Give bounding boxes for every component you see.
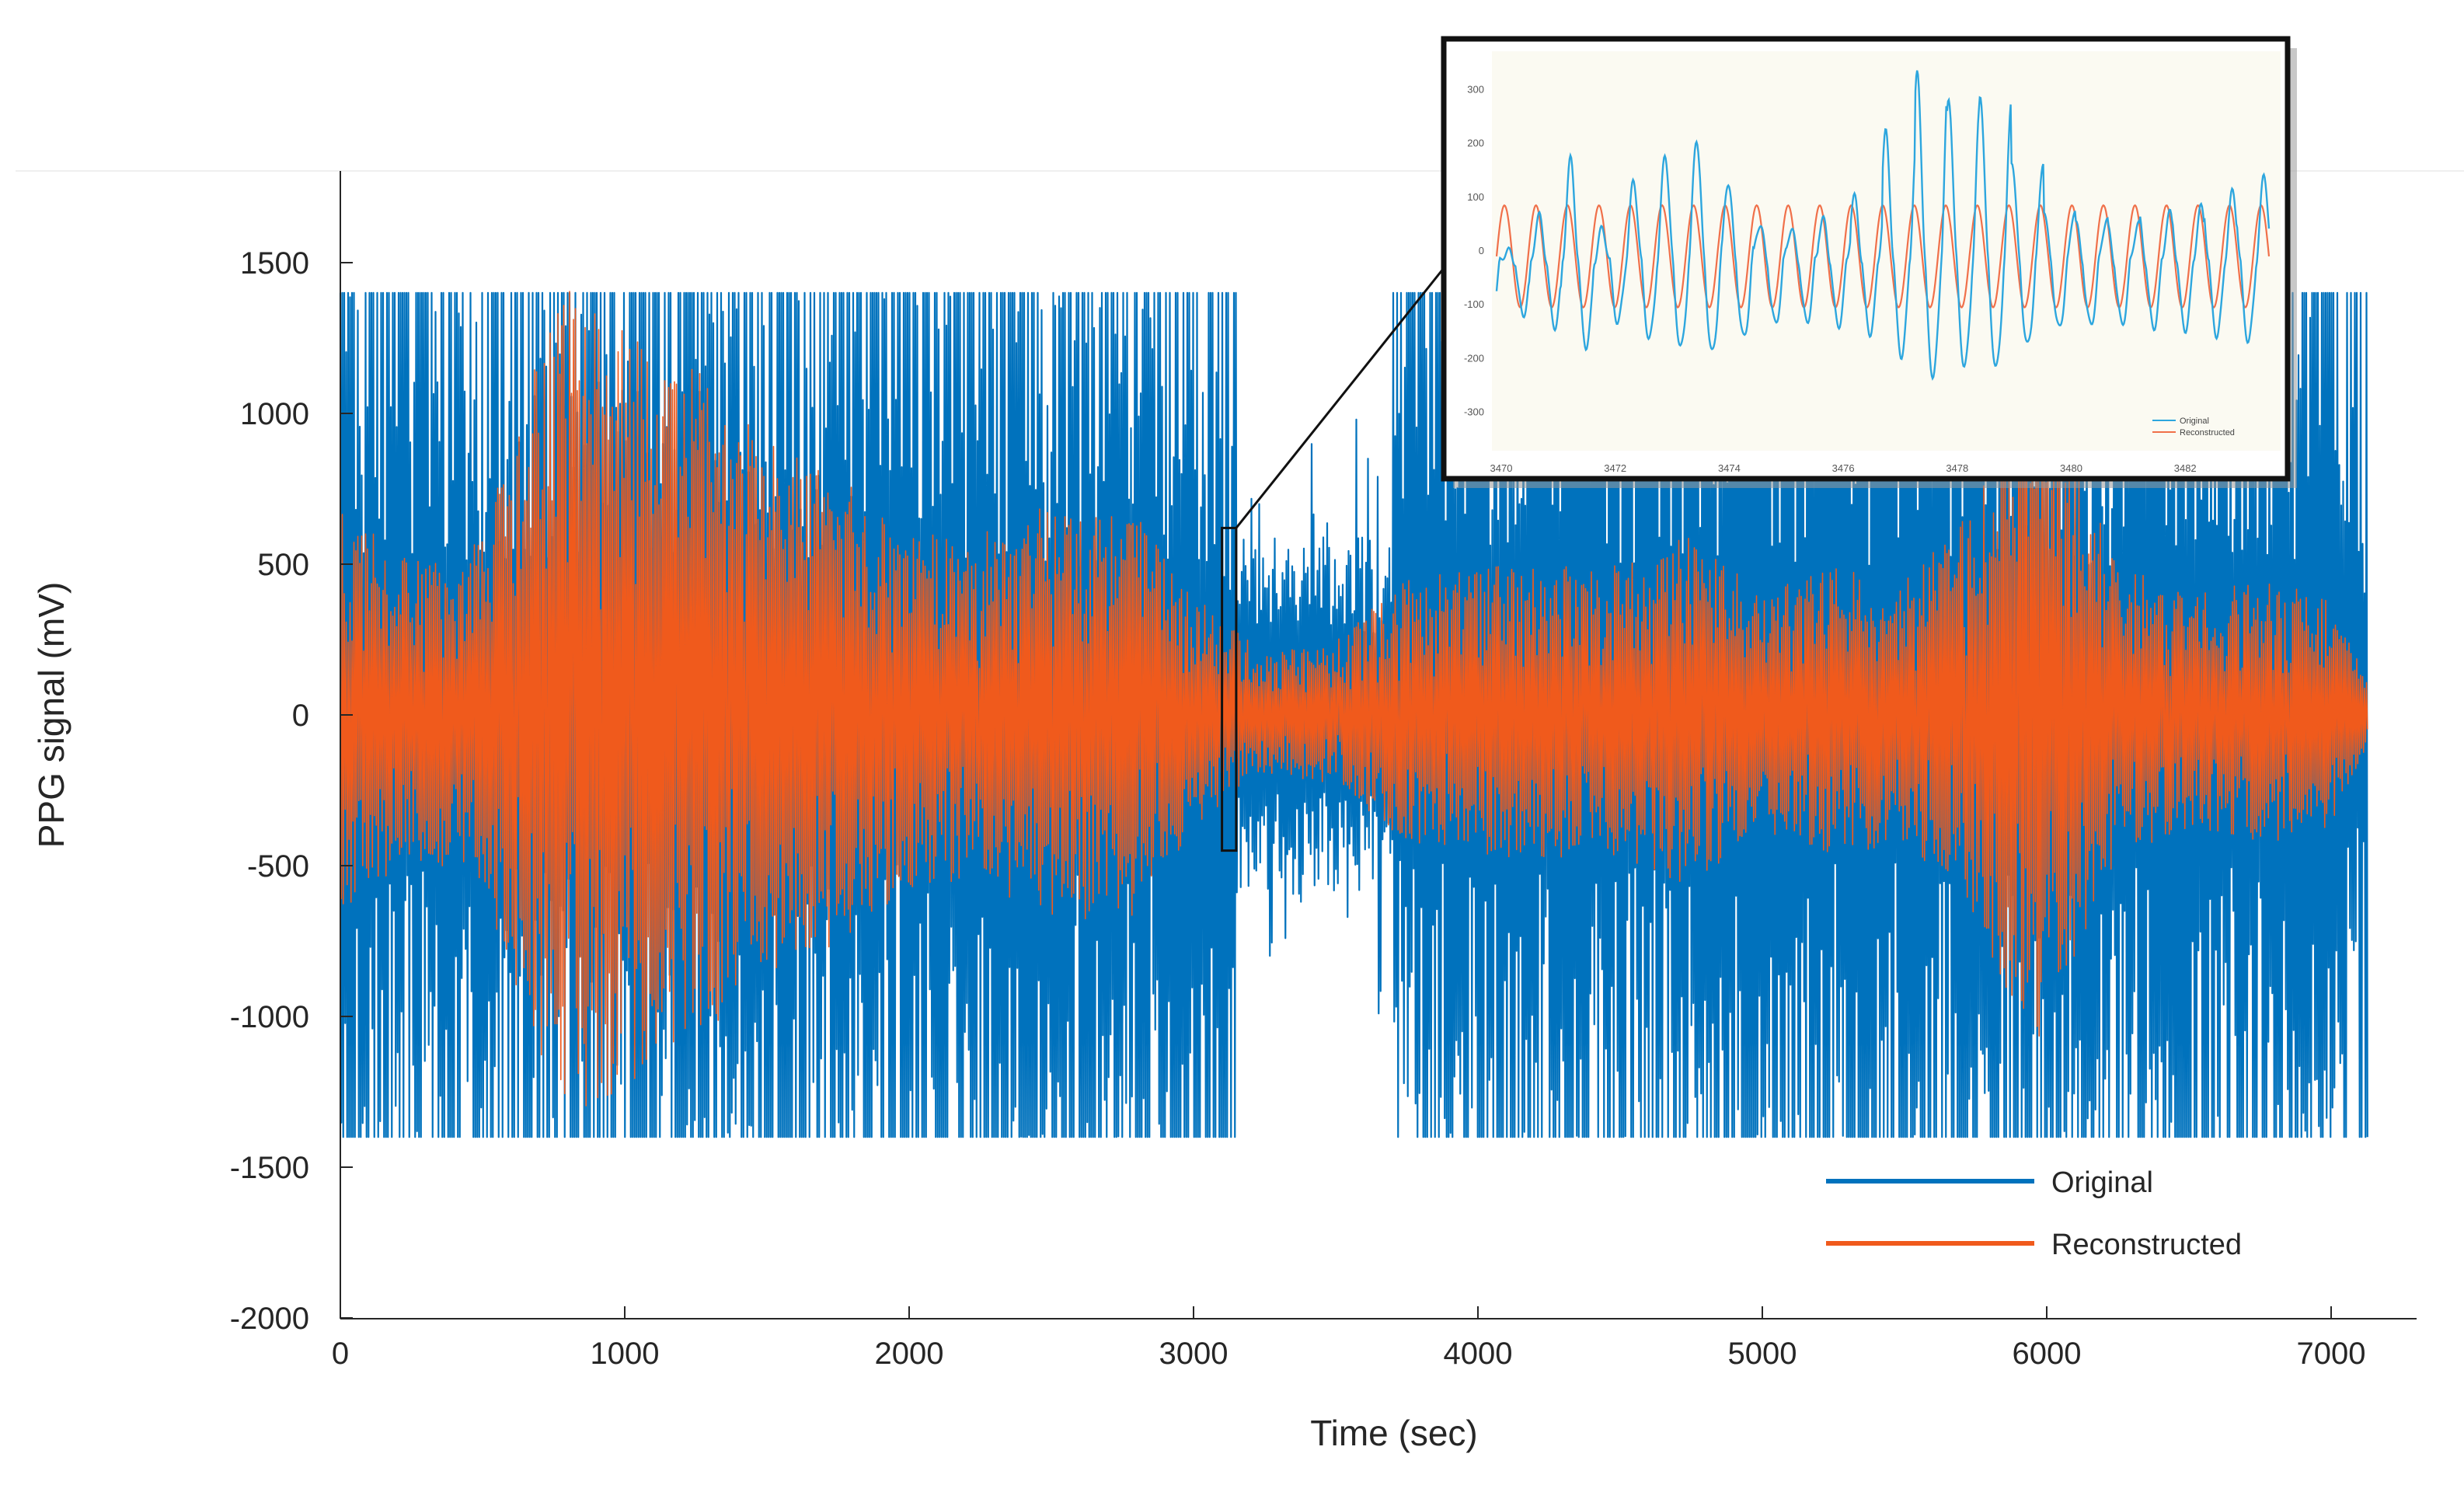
inset-series-original-line: [1495, 70, 2271, 382]
inset-x-tick-label: 3474: [1718, 462, 1741, 474]
y-tick-label: 1000: [240, 397, 309, 431]
inset-zoom-panel: -300 -200 -100 0 100 200 300 3470 3472 3474 3476 34…: [1441, 36, 2297, 488]
inset-x-tick-label: 3482: [2174, 462, 2197, 474]
main-axes: 0 1000 2000 3000 4000 5000 6000 7000-2000-1500-…: [230, 171, 2417, 1371]
y-tick-label: -1000: [230, 1000, 309, 1034]
inset-x-tick-label: 3472: [1604, 462, 1626, 474]
inset-y-tick-label: -300: [1464, 406, 1484, 417]
x-tick-label: 5000: [1728, 1337, 1797, 1371]
inset-y-tick-label: -200: [1464, 352, 1484, 364]
zoom-callout-line: [1235, 263, 1448, 529]
inset-legend-label-reconstructed: Reconstructed: [2180, 428, 2235, 437]
main-legend: Original Reconstructed: [1826, 1166, 2242, 1261]
inset-y-tick-label: 100: [1467, 191, 1484, 203]
inset-plot-background: [1492, 51, 2281, 451]
x-tick-label: 2000: [875, 1337, 944, 1371]
x-tick-label: 0: [332, 1337, 349, 1371]
zoom-rectangle: [1221, 526, 1238, 852]
inset-axes: -300 -200 -100 0 100 200 300 3470 3472 3474 3476 34…: [1464, 84, 2197, 474]
inset-y-tick-label: 0: [1479, 245, 1484, 256]
inset-y-tick-label: 300: [1467, 84, 1484, 96]
x-tick-label: 4000: [1444, 1337, 1513, 1371]
inset-legend-label-original: Original: [2180, 417, 2209, 426]
y-tick-label: 0: [292, 699, 309, 733]
x-tick-label: 3000: [1159, 1337, 1229, 1371]
y-tick-label: -2000: [230, 1302, 309, 1336]
main-series-group: [339, 291, 2368, 1138]
inset-y-tick-label: -100: [1464, 298, 1484, 310]
inset-series-group: [1495, 70, 2271, 382]
inset-x-tick-label: 3476: [1832, 462, 1855, 474]
x-axis-title: Time (sec): [1310, 1413, 1478, 1453]
series-reconstructed-line: [340, 291, 2368, 1107]
inset-legend: Original Reconstructed: [2152, 417, 2235, 437]
x-tick-label: 7000: [2297, 1337, 2366, 1371]
main-plot-area: 0 1000 2000 3000 4000 5000 6000 7000-2000-1500-…: [230, 171, 2417, 1371]
zoom-region-box: [1221, 263, 1448, 852]
inset-x-tick-label: 3480: [2060, 462, 2082, 474]
x-tick-label: 6000: [2013, 1337, 2082, 1371]
x-tick-label: 1000: [591, 1337, 660, 1371]
y-tick-label: -500: [247, 849, 309, 884]
y-axis-title: PPG signal (mV): [31, 582, 71, 849]
y-tick-label: -1500: [230, 1151, 309, 1185]
legend-label-original: Original: [2051, 1166, 2153, 1199]
inset-y-tick-label: 200: [1467, 138, 1484, 149]
y-tick-label: 500: [257, 548, 309, 582]
inset-x-tick-label: 3478: [1946, 462, 1968, 474]
legend-label-reconstructed: Reconstructed: [2051, 1229, 2242, 1261]
y-tick-label: 1500: [240, 246, 309, 281]
inset-x-tick-label: 3470: [1490, 462, 1513, 474]
